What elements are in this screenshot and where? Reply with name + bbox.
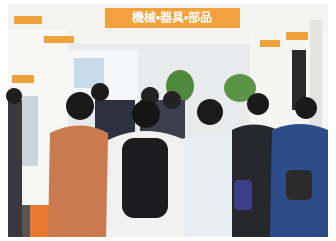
booth-label: [12, 75, 34, 83]
photo: 機械・器具・部品: [0, 0, 336, 241]
backpack: [122, 138, 168, 218]
page: 機械・器具・部品 (() => { const data = JSON.pars…: [0, 0, 336, 241]
booth-label: [44, 36, 74, 43]
person-white-shirt: [180, 133, 240, 238]
booth-label: [260, 40, 280, 47]
head: [197, 99, 223, 125]
bag: [286, 170, 312, 200]
head: [66, 92, 94, 120]
head: [163, 91, 181, 109]
head: [247, 93, 269, 115]
person-orange-shirt: [48, 126, 110, 238]
booth-label: [286, 32, 308, 40]
head: [6, 88, 22, 104]
head: [295, 97, 317, 119]
bag: [234, 180, 252, 210]
head: [132, 100, 160, 128]
head: [91, 83, 109, 101]
sign-text: 機械・器具・部品: [132, 10, 212, 25]
person: [8, 100, 22, 237]
booth-label: [14, 16, 42, 24]
